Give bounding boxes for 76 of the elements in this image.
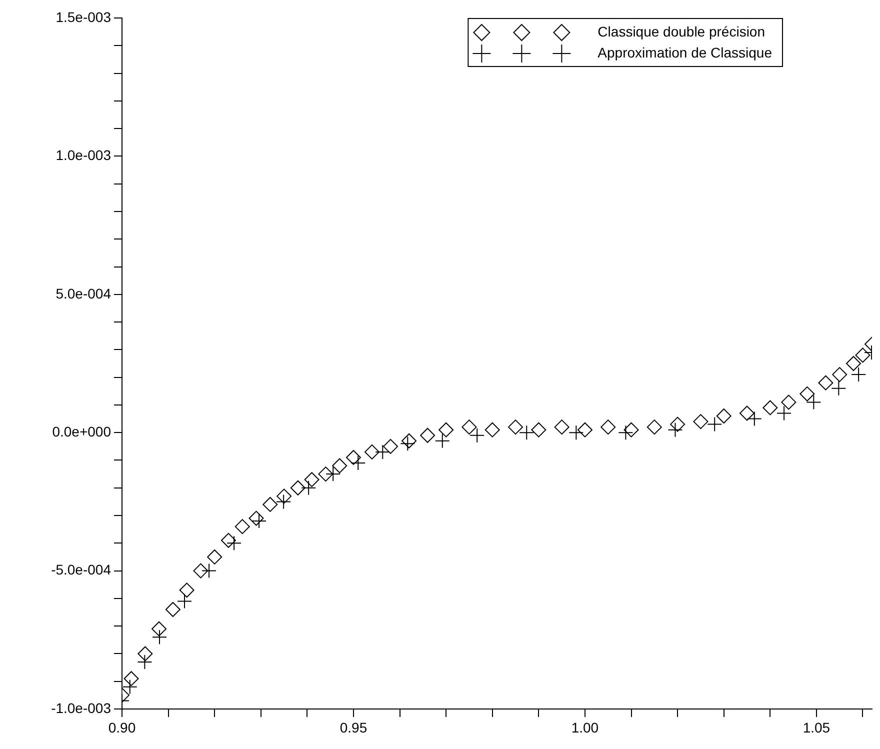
y-tick-label: -1.0e-003 bbox=[51, 700, 112, 716]
point bbox=[318, 466, 334, 482]
y-tick-label: 1.5e-003 bbox=[56, 8, 112, 25]
point bbox=[276, 494, 292, 510]
point bbox=[137, 654, 152, 670]
point bbox=[138, 646, 153, 662]
point bbox=[470, 428, 485, 443]
point bbox=[670, 416, 686, 432]
point bbox=[364, 444, 380, 460]
point bbox=[301, 480, 316, 496]
point bbox=[462, 420, 477, 435]
point bbox=[179, 582, 194, 598]
point bbox=[346, 450, 361, 465]
y-tick-label: -5.0e-004 bbox=[51, 562, 112, 578]
point bbox=[124, 671, 139, 686]
point bbox=[806, 394, 822, 410]
point bbox=[165, 602, 180, 617]
point bbox=[193, 563, 208, 578]
x-tick-label: 0.90 bbox=[108, 719, 136, 736]
point bbox=[332, 458, 348, 474]
point bbox=[568, 425, 584, 440]
point bbox=[818, 375, 834, 390]
point bbox=[290, 480, 306, 496]
point bbox=[122, 679, 138, 694]
point bbox=[220, 532, 236, 548]
point bbox=[434, 433, 450, 448]
point bbox=[740, 406, 754, 421]
point bbox=[776, 406, 792, 421]
legend-label: Approximation de Classique bbox=[598, 44, 772, 60]
point bbox=[668, 422, 683, 438]
point bbox=[484, 422, 500, 438]
point bbox=[577, 422, 592, 438]
x-tick-label: 1.00 bbox=[571, 719, 599, 736]
point bbox=[851, 367, 866, 382]
point bbox=[234, 519, 250, 534]
point bbox=[781, 394, 796, 410]
point bbox=[693, 414, 708, 430]
point bbox=[400, 436, 416, 452]
point bbox=[832, 367, 848, 382]
point bbox=[600, 420, 616, 435]
point bbox=[855, 348, 870, 363]
point bbox=[646, 420, 662, 435]
point bbox=[846, 356, 861, 371]
point bbox=[152, 621, 167, 636]
x-tick-label: 1.05 bbox=[802, 719, 830, 736]
point bbox=[531, 422, 546, 438]
point bbox=[152, 630, 167, 645]
point bbox=[375, 444, 390, 460]
point bbox=[420, 428, 436, 443]
point bbox=[519, 425, 534, 440]
y-tick-label: 5.0e-004 bbox=[56, 285, 112, 302]
point bbox=[800, 386, 815, 402]
point bbox=[618, 425, 634, 440]
legend-label: Classique double précision bbox=[598, 23, 766, 40]
point bbox=[207, 549, 222, 564]
point bbox=[508, 420, 524, 435]
point bbox=[746, 411, 762, 426]
point bbox=[624, 422, 639, 438]
point bbox=[716, 408, 732, 424]
y-tick-label: 0.0e+000 bbox=[52, 423, 112, 440]
point bbox=[226, 536, 242, 551]
x-tick-label: 0.95 bbox=[340, 719, 368, 736]
point bbox=[438, 422, 454, 438]
point bbox=[383, 438, 398, 454]
point bbox=[202, 563, 217, 578]
point bbox=[554, 420, 570, 435]
point bbox=[304, 472, 320, 488]
y-tick-label: 1.0e-003 bbox=[56, 147, 112, 164]
point bbox=[177, 594, 192, 609]
point bbox=[831, 380, 846, 396]
point bbox=[262, 496, 278, 512]
point bbox=[707, 416, 722, 432]
point bbox=[762, 400, 778, 416]
point bbox=[252, 514, 267, 529]
point bbox=[326, 466, 341, 482]
point bbox=[350, 456, 366, 471]
